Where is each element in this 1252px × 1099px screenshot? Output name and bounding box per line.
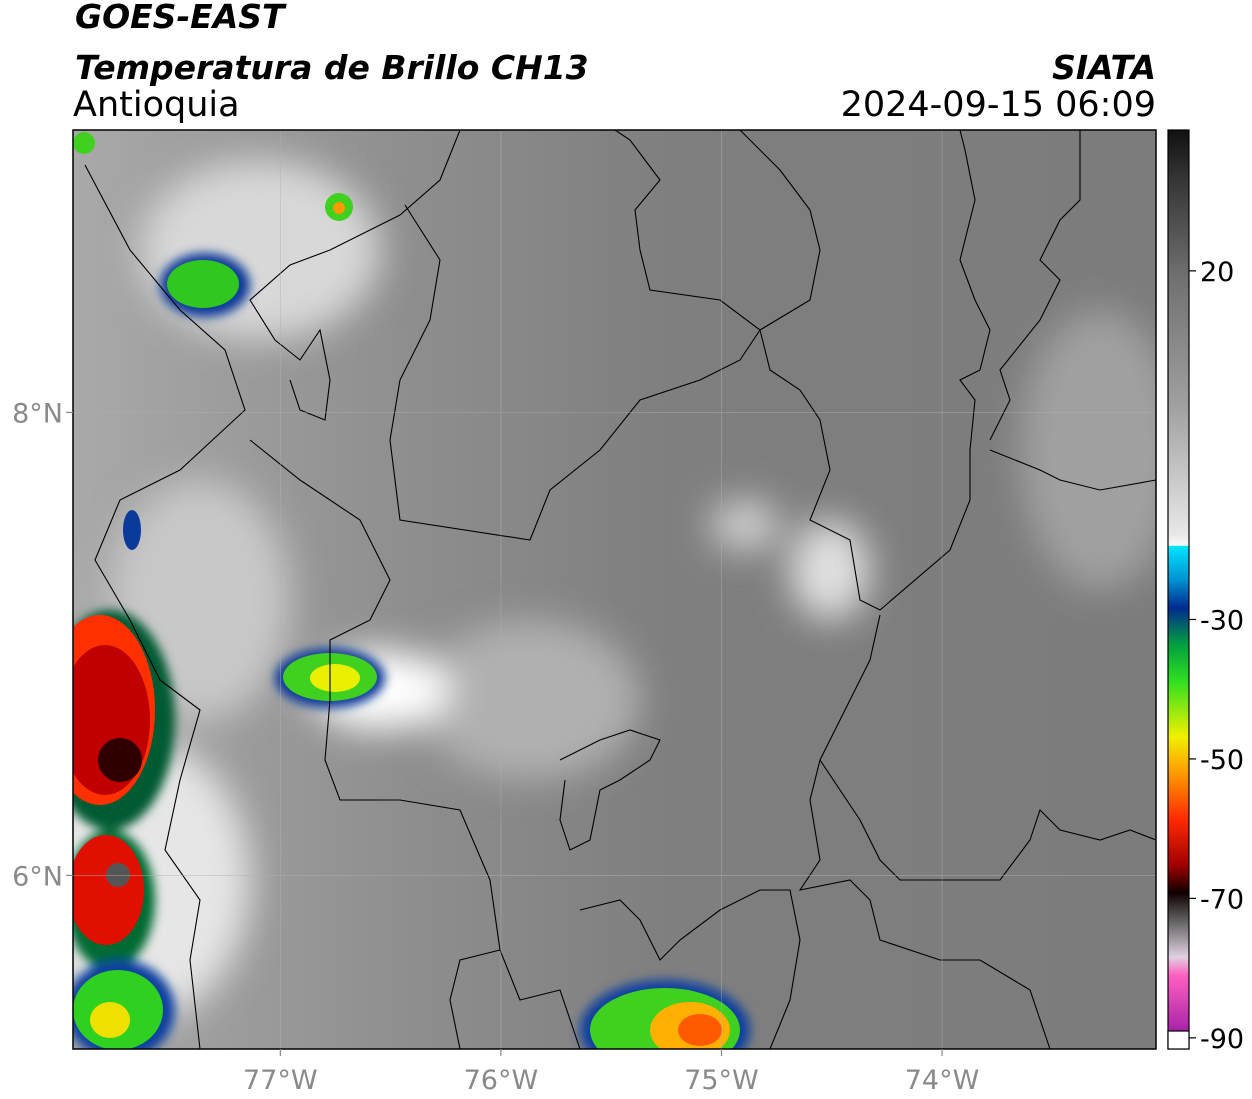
subtitle: Temperatura de Brillo CH13	[75, 48, 589, 87]
colorbar-tick-label: -70	[1200, 884, 1244, 915]
map-frame	[72, 129, 1157, 1050]
title: GOES-EAST	[75, 0, 287, 36]
timestamp: 2024-09-15 06:09	[841, 85, 1156, 125]
colorbar	[1167, 129, 1190, 1050]
colorbar-tick-label: -30	[1200, 605, 1244, 636]
x-tick-label: 77°W	[243, 1065, 318, 1096]
colorbar-tick-label: -50	[1200, 745, 1244, 776]
colorbar-under	[1167, 1030, 1190, 1050]
colorbar-tick-label: -90	[1200, 1024, 1244, 1055]
x-tick-label: 75°W	[684, 1065, 759, 1096]
borders	[84, 130, 1156, 1049]
convection	[73, 132, 750, 1049]
grid	[73, 130, 1156, 1049]
source: SIATA	[1052, 48, 1156, 87]
region: Antioquia	[73, 85, 240, 125]
y-tick-label: 6°N	[12, 861, 63, 892]
x-tick-label: 74°W	[905, 1065, 980, 1096]
x-tick-label: 76°W	[464, 1065, 539, 1096]
colorbar-tick-label: 20	[1200, 257, 1234, 288]
satellite-image	[73, 130, 1156, 1049]
y-tick-label: 8°N	[12, 398, 63, 429]
